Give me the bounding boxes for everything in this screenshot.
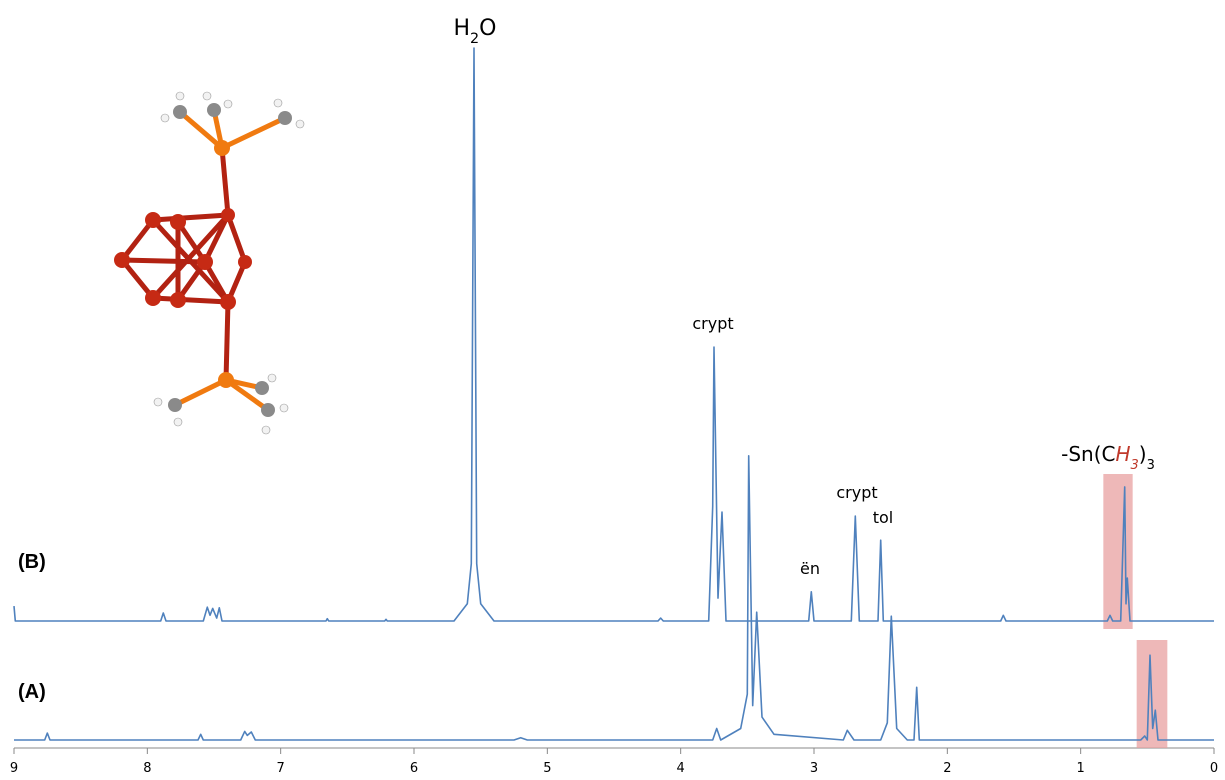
x-tick-label: 7 <box>277 761 285 776</box>
annotation-part: H <box>1115 442 1130 466</box>
x-tick-label: 9 <box>10 761 18 776</box>
annotation: -Sn(CH3)3 <box>1061 442 1155 473</box>
annotation-part: 3 <box>1147 458 1155 473</box>
x-tick-label: 6 <box>410 761 418 776</box>
molecule <box>114 92 304 434</box>
annotation: crypt <box>692 314 733 333</box>
annotation-part: -Sn(C <box>1061 442 1115 466</box>
annotation-part: ën <box>800 559 820 578</box>
annotation: ën <box>800 559 820 578</box>
x-tick-label: 2 <box>943 761 951 776</box>
chart: 9876543210(B)(A)H2Ocryptëncrypttol-Sn(CH… <box>0 0 1225 780</box>
x-tick-label: 0 <box>1210 761 1218 776</box>
annotation-part: 3 <box>1131 458 1139 473</box>
annotation-part: H <box>454 16 471 41</box>
annotation-part: tol <box>873 508 894 527</box>
series-label: (B) <box>18 551 46 573</box>
annotation-part: crypt <box>836 483 877 502</box>
x-tick-label: 8 <box>143 761 151 776</box>
series-label: (A) <box>18 681 46 703</box>
x-tick-label: 1 <box>1077 761 1085 776</box>
x-tick-label: 3 <box>810 761 818 776</box>
annotation-part: ) <box>1139 442 1147 466</box>
annotation: tol <box>873 508 894 527</box>
annotation-part: O <box>479 16 496 41</box>
annotation: crypt <box>836 483 877 502</box>
x-tick-label: 4 <box>677 761 685 776</box>
spectrum-line <box>14 48 1214 621</box>
annotation-part: 2 <box>470 31 479 47</box>
spectrum-line <box>14 456 1214 740</box>
annotation: H2O <box>454 16 497 47</box>
annotation-part: crypt <box>692 314 733 333</box>
x-tick-label: 5 <box>543 761 551 776</box>
